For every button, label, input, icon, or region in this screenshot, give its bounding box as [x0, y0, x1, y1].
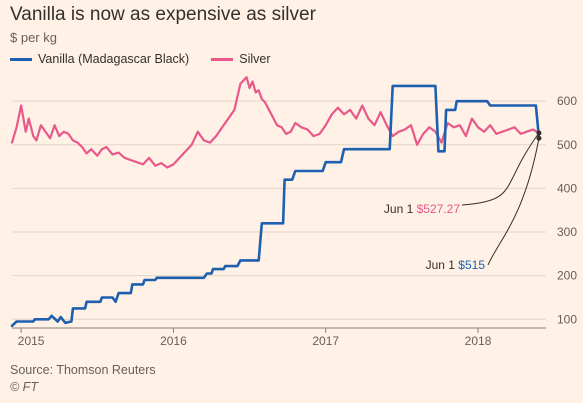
annotation-silver: Jun 1 $527.27 [384, 202, 460, 216]
legend-item-vanilla: Vanilla (Madagascar Black) [10, 52, 189, 66]
x-tick-label: 2018 [465, 334, 492, 348]
series-line-vanilla [10, 84, 541, 328]
y-tick-label: 100 [557, 312, 577, 326]
y-tick-label: 200 [557, 269, 577, 283]
chart-title: Vanilla is now as expensive as silver [10, 4, 316, 25]
y-tick-label: 400 [557, 181, 577, 195]
legend-label-vanilla: Vanilla (Madagascar Black) [38, 52, 190, 66]
annotation-silver-value: $527.27 [417, 202, 461, 216]
annotation-connector-silver [461, 132, 540, 206]
legend-label-silver: Silver [239, 52, 271, 66]
legend-swatch-silver [211, 57, 234, 61]
x-tick-label: 2016 [160, 334, 187, 348]
y-tick-label: 600 [557, 94, 577, 108]
annotation-vanilla-date: Jun 1 [426, 258, 459, 272]
annotation-connector-vanilla [487, 138, 540, 266]
annotation-vanilla: Jun 1 $515 [426, 258, 486, 272]
source-note: Source: Thomson Reuters [10, 363, 156, 377]
credit-note: © FT [10, 380, 38, 394]
series-line-silver [10, 76, 541, 169]
legend-item-silver: Silver [211, 52, 271, 66]
annotation-vanilla-value: $515 [458, 258, 485, 272]
y-tick-label: 300 [557, 225, 577, 239]
chart-legend: Vanilla (Madagascar Black) Silver [10, 52, 293, 66]
legend-swatch-vanilla [10, 57, 32, 61]
annotation-silver-date: Jun 1 [384, 202, 417, 216]
y-axis-unit-label: $ per kg [10, 30, 57, 45]
y-tick-label: 500 [557, 138, 577, 152]
x-tick-label: 2017 [312, 334, 339, 348]
x-tick-label: 2015 [18, 334, 45, 348]
